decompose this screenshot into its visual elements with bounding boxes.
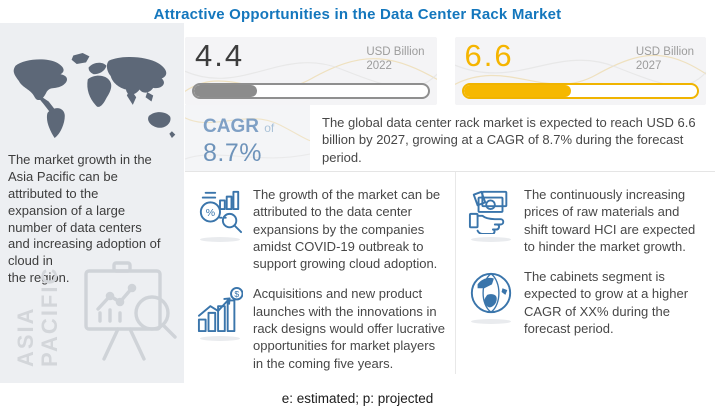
stat-card-2022: 4.4 USD Billion 2022 (185, 37, 437, 105)
insight-text: The growth of the market can be attribut… (253, 187, 441, 272)
footnote: e: estimated; p: projected (281, 391, 434, 406)
cagr-label: CAGR of (203, 116, 275, 137)
insights-column-right: The continuously increasing prices of ra… (455, 172, 715, 374)
stat-card-2027: 6.6 USD Billion 2027 (454, 37, 706, 105)
insights-column-left: % The growth of the market can be attrib… (185, 172, 455, 374)
region-insight-text: The market growth in the Asia Pacific ca… (8, 152, 161, 286)
market-size-banner: 4.4 USD Billion 2022 6.6 USD Billion 2027 (185, 37, 715, 105)
progress-fill-2027 (463, 85, 571, 97)
region-panel: The market growth in the Asia Pacific ca… (0, 23, 184, 383)
insight-icon-wrap: $ (195, 285, 245, 371)
progress-fill-2022 (194, 85, 258, 97)
progress-bar-2022 (192, 83, 430, 99)
insight-segment: The cabinets segment is expected to grow… (456, 259, 715, 341)
progress-bar-2027 (461, 83, 699, 99)
main-content: 4.4 USD Billion 2022 6.6 USD Billion 2027 (185, 37, 715, 374)
stat-value-2027: 6.6 (464, 38, 514, 73)
svg-text:%: % (206, 207, 215, 219)
insight-icon-wrap: % (195, 186, 245, 272)
money-hand-icon (468, 190, 508, 234)
insight-opportunity: $ Acquisitions and new product launches … (185, 276, 455, 375)
stat-unit-2027: USD Billion 2027 (635, 46, 694, 72)
stat-unit-2022: USD Billion 2022 (366, 46, 425, 72)
cagr-box: CAGR of 8.7% (185, 105, 310, 171)
region-footer: ASIA PACIFIC (13, 249, 180, 367)
decorative-contours (185, 116, 310, 160)
insight-text: The continuously increasing prices of ra… (524, 187, 696, 254)
insight-text: Acquisitions and new product launches wi… (253, 286, 445, 371)
presentation-chart-icon (83, 261, 177, 361)
cagr-value: 8.7% (203, 139, 262, 167)
stat-value-2022: 4.4 (195, 38, 245, 73)
page-title: Attractive Opportunities in the Data Cen… (153, 6, 562, 23)
icon-shadow (200, 336, 240, 342)
decorative-contours (454, 54, 706, 87)
icon-shadow (200, 237, 240, 242)
world-map-graphic (13, 53, 176, 138)
growth-bars-icon: $ (197, 287, 243, 333)
insight-icon-wrap (466, 186, 516, 255)
market-analysis-icon: % (199, 190, 243, 234)
svg-text:$: $ (234, 289, 239, 299)
icon-shadow (471, 319, 511, 325)
insight-driver: % The growth of the market can be attrib… (185, 177, 455, 276)
globe-icon (470, 273, 512, 314)
region-label: ASIA PACIFIC (13, 266, 62, 367)
cagr-section: CAGR of 8.7% The global data center rack… (185, 105, 715, 171)
insight-icon-wrap (466, 268, 516, 337)
icon-shadow (471, 237, 511, 242)
market-summary-text: The global data center rack market is ex… (322, 115, 696, 165)
insight-restraint: The continuously increasing prices of ra… (456, 177, 715, 259)
insights-grid: % The growth of the market can be attrib… (185, 172, 715, 374)
insight-text: The cabinets segment is expected to grow… (524, 269, 689, 336)
horizontal-divider (185, 171, 715, 172)
